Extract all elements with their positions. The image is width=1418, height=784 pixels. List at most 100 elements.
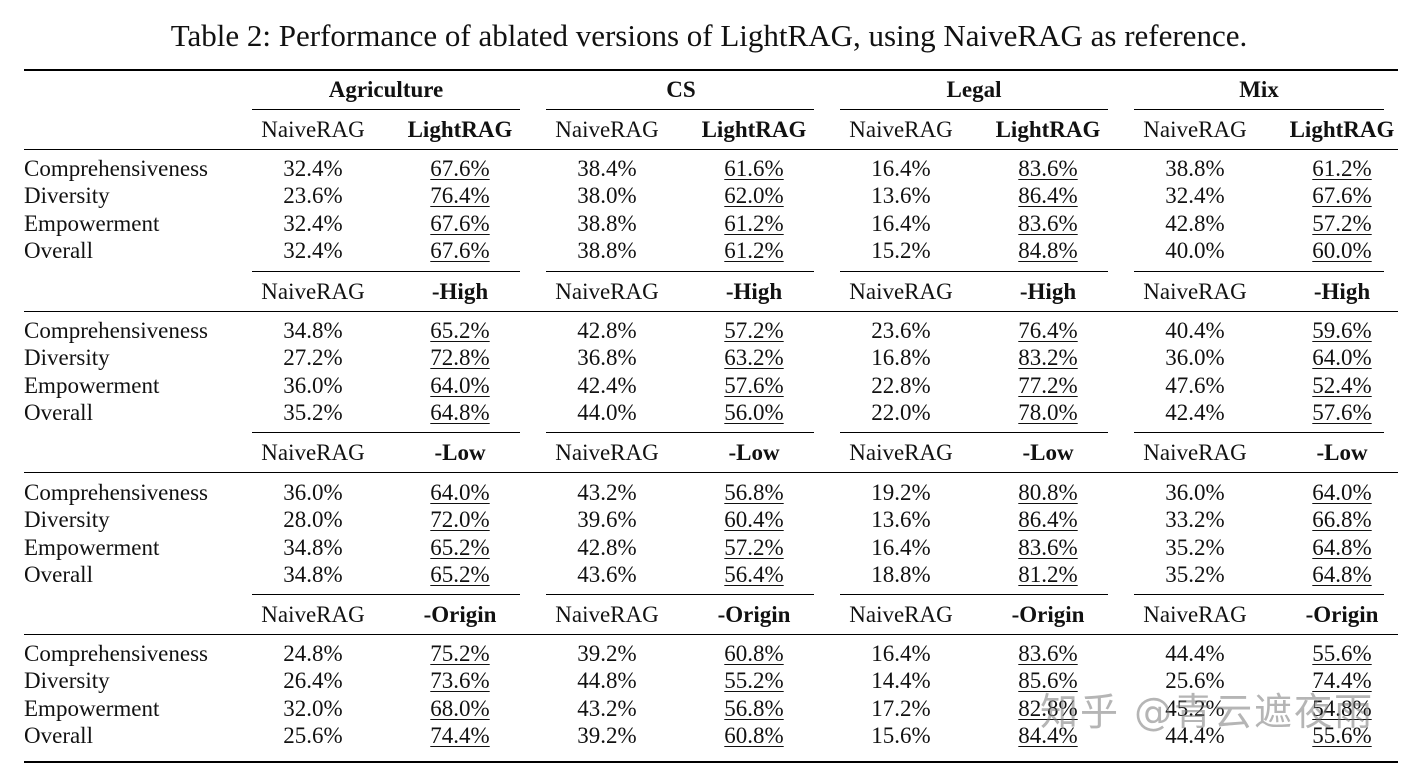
section-cmidrule [546, 432, 814, 433]
cell-variant-value: 55.2% [724, 668, 784, 694]
cell-variant-value: 74.4% [430, 722, 490, 748]
cell-naiverag-value: 32.0% [283, 695, 343, 721]
col-header-naiverag: NaiveRAG [261, 602, 365, 627]
col-header-naiverag: NaiveRAG [261, 117, 365, 142]
cell-variant-value: 65.2% [430, 318, 490, 343]
cell-naiverag-value: 44.4% [1165, 722, 1225, 748]
cell-variant-value: 57.6% [1312, 399, 1372, 425]
cell-naiverag-value: 32.4% [1165, 183, 1225, 209]
cell-naiverag-value: 16.8% [871, 345, 931, 371]
cell-naiverag-value: 23.6% [871, 318, 931, 343]
cell-naiverag-value: 43.2% [577, 480, 637, 505]
cell-naiverag-value: 22.0% [871, 399, 931, 425]
cell-variant-value: 72.8% [430, 345, 490, 371]
section-cmidrule [546, 271, 814, 272]
cell-variant-value: 76.4% [1018, 318, 1078, 343]
section-cmidrule [252, 271, 520, 272]
metric-label: Diversity [24, 507, 110, 533]
cell-naiverag-value: 36.0% [1165, 480, 1225, 505]
cell-naiverag-value: 32.4% [283, 210, 343, 236]
metric-label: Diversity [24, 668, 110, 694]
col-header-naiverag: NaiveRAG [1143, 117, 1247, 142]
metric-label: Empowerment [24, 695, 160, 721]
cell-variant-value: 56.4% [724, 561, 784, 587]
cell-naiverag-value: 34.8% [283, 561, 343, 587]
cell-naiverag-value: 36.0% [1165, 345, 1225, 371]
metric-label: Overall [24, 561, 93, 587]
metric-label: Overall [24, 722, 93, 748]
cell-variant-value: 86.4% [1018, 507, 1078, 533]
metric-label: Empowerment [24, 210, 160, 236]
cell-naiverag-value: 32.4% [283, 156, 343, 181]
cell-variant-value: 85.6% [1018, 668, 1078, 694]
cell-naiverag-value: 15.6% [871, 722, 931, 748]
cell-naiverag-value: 38.4% [577, 156, 637, 181]
cell-variant-value: 67.6% [430, 210, 490, 236]
cell-variant-value: 75.2% [430, 641, 490, 666]
cell-naiverag-value: 47.6% [1165, 372, 1225, 398]
col-header-naiverag: NaiveRAG [555, 602, 659, 627]
cell-naiverag-value: 33.2% [1165, 507, 1225, 533]
cell-naiverag-value: 27.2% [283, 345, 343, 371]
cell-naiverag-value: 32.4% [283, 237, 343, 263]
cell-variant-value: 61.6% [724, 156, 784, 181]
col-header-variant: -High [1313, 279, 1371, 304]
cell-naiverag-value: 35.2% [283, 399, 343, 425]
cell-variant-value: 83.6% [1018, 210, 1078, 236]
cell-naiverag-value: 16.4% [871, 210, 931, 236]
cell-variant-value: 55.6% [1312, 641, 1372, 666]
cell-naiverag-value: 40.4% [1165, 318, 1225, 343]
bottom-rule [24, 761, 1398, 763]
cell-naiverag-value: 39.2% [577, 722, 637, 748]
cell-naiverag-value: 16.4% [871, 534, 931, 560]
col-header-naiverag: NaiveRAG [849, 440, 953, 465]
col-header-variant: -Low [434, 440, 486, 465]
cell-variant-value: 57.2% [724, 318, 784, 343]
section-cmidrule [1134, 271, 1384, 272]
metric-label: Comprehensiveness [24, 156, 208, 181]
cell-variant-value: 57.2% [1312, 210, 1372, 236]
cell-variant-value: 77.2% [1018, 372, 1078, 398]
cell-variant-value: 67.6% [1312, 183, 1372, 209]
col-header-variant: -Origin [1305, 602, 1379, 627]
col-header-variant: -Low [728, 440, 780, 465]
cell-variant-value: 61.2% [724, 210, 784, 236]
cell-naiverag-value: 42.4% [577, 372, 637, 398]
col-header-variant: LightRAG [407, 117, 513, 142]
metric-label: Overall [24, 237, 93, 263]
col-header-variant: LightRAG [701, 117, 807, 142]
cell-naiverag-value: 42.8% [577, 318, 637, 343]
col-header-variant: -High [725, 279, 783, 304]
domain-header: Agriculture [328, 77, 444, 102]
cell-variant-value: 64.0% [1312, 345, 1372, 371]
cell-naiverag-value: 16.4% [871, 156, 931, 181]
section-cmidrule [252, 432, 520, 433]
cell-variant-value: 83.6% [1018, 641, 1078, 666]
cell-naiverag-value: 38.8% [577, 210, 637, 236]
cell-naiverag-value: 19.2% [871, 480, 931, 505]
col-header-variant: -Low [1316, 440, 1368, 465]
col-header-naiverag: NaiveRAG [555, 117, 659, 142]
col-header-naiverag: NaiveRAG [555, 279, 659, 304]
watermark: 知乎 @青云遮夜雨 [1040, 690, 1375, 734]
col-header-variant: -High [431, 279, 489, 304]
cell-naiverag-value: 35.2% [1165, 561, 1225, 587]
cell-naiverag-value: 15.2% [871, 237, 931, 263]
col-header-variant: -Origin [717, 602, 791, 627]
cell-naiverag-value: 44.8% [577, 668, 637, 694]
col-header-naiverag: NaiveRAG [1143, 279, 1247, 304]
header-rule [24, 311, 1398, 312]
cell-naiverag-value: 34.8% [283, 534, 343, 560]
cell-variant-value: 84.4% [1018, 722, 1078, 748]
domain-cmidrule [1134, 109, 1384, 110]
cell-variant-value: 83.6% [1018, 156, 1078, 181]
cell-variant-value: 68.0% [430, 695, 490, 721]
cell-variant-value: 76.4% [430, 183, 490, 209]
domain-header: Legal [946, 77, 1002, 102]
cell-naiverag-value: 44.4% [1165, 641, 1225, 666]
cell-variant-value: 73.6% [430, 668, 490, 694]
col-header-naiverag: NaiveRAG [849, 279, 953, 304]
cell-variant-value: 64.8% [1312, 561, 1372, 587]
domain-cmidrule [252, 109, 520, 110]
cell-variant-value: 72.0% [430, 507, 490, 533]
